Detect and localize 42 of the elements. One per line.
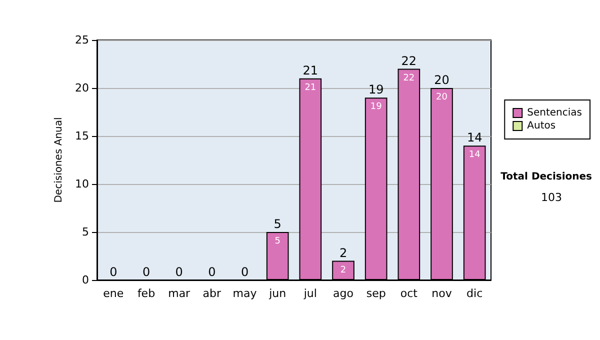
y-tick-label: 15 [75,130,89,142]
data-label: 14 [468,150,481,160]
total-label: 0 [110,265,118,279]
data-label: 2 [340,265,346,276]
y-tick-label: 0 [82,274,89,286]
x-tick-label: mar [168,287,191,300]
y-tick-label: 5 [82,226,89,238]
text: 103 [541,191,562,204]
total-label: 19 [368,82,384,97]
x-tick-label: oct [400,287,418,300]
total-label: 14 [466,130,482,145]
legend-label: Sentencias [527,108,582,118]
y-tick-label: 20 [75,82,89,94]
total-label: 0 [142,265,150,279]
legend-label: Autos [527,120,556,132]
x-tick-label: may [232,287,258,300]
total-label: 0 [240,265,249,279]
total-label: 0 [175,265,183,279]
total-label: 0 [208,265,216,279]
y-tick-label: 25 [75,34,89,46]
y-axis-title: Decisiones Anual [54,117,65,203]
x-tick-label: nov [432,287,452,300]
x-tick-label: ene [103,287,124,300]
x-tick-label: dic [466,287,483,300]
y-tick-label: 10 [75,178,89,190]
total-label: 22 [401,54,417,68]
data-label: 5 [274,236,280,246]
data-label: 21 [304,82,316,93]
total-label: 5 [274,217,282,231]
data-label: 19 [370,102,382,112]
x-tick-label: ago [333,287,354,300]
data-label: 20 [436,92,448,102]
x-tick-label: feb [137,287,156,300]
total-label: 21 [302,63,318,78]
data-label: 22 [403,73,415,84]
x-tick-label: jun [268,287,286,300]
x-tick-label: jul [302,287,317,300]
x-tick-label: abr [202,287,222,300]
text: Total Decisiones [500,172,592,182]
x-tick-label: sep [366,287,386,300]
total-label: 20 [434,73,450,87]
total-label: 2 [339,246,348,260]
